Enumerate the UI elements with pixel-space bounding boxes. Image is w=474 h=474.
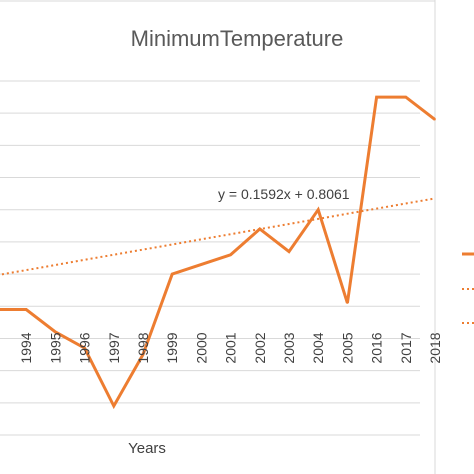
- data-point: [259, 228, 261, 230]
- x-tick-label: 2017: [398, 332, 414, 363]
- chart-title: MinimumTemperature: [130, 26, 344, 51]
- data-point: [200, 263, 203, 266]
- x-tick-labels: 1994 1995 1996 1997 1998 1999 2000 2001 2002 2003…: [18, 332, 443, 363]
- data-point: [405, 96, 407, 98]
- trendline-path: [0, 197, 436, 276]
- data-point: [434, 118, 436, 121]
- x-tick-label: 2001: [223, 332, 239, 363]
- x-tick-label: 2003: [281, 332, 297, 363]
- x-tick-label: 1997: [106, 332, 122, 363]
- x-tick-label: 2016: [369, 332, 385, 363]
- gridlines: [0, 80, 420, 436]
- series-line-group: [0, 95, 436, 410]
- series-line: [0, 95, 436, 410]
- x-tick-label: 2004: [310, 332, 326, 363]
- data-point: [171, 273, 173, 275]
- x-tick-label: 1999: [164, 332, 180, 363]
- data-point: [83, 347, 86, 349]
- x-tick-label: 1998: [135, 332, 151, 363]
- data-point: [142, 353, 144, 356]
- data-point: [113, 405, 115, 407]
- legend: [462, 252, 474, 324]
- data-point: [25, 308, 28, 311]
- data-point: [346, 302, 349, 304]
- x-axis-title: Years: [128, 440, 166, 457]
- data-point: [317, 208, 320, 211]
- trendline: [0, 197, 436, 276]
- x-tick-label: 2018: [427, 332, 443, 363]
- x-tick-label: 2000: [193, 332, 209, 363]
- x-tick-label: 2005: [339, 332, 355, 363]
- data-point: [375, 96, 378, 98]
- x-tick-label: 1995: [47, 332, 63, 363]
- data-point: [229, 253, 232, 256]
- x-tick-label: 1996: [77, 332, 93, 363]
- x-tick-label: 2002: [252, 332, 268, 363]
- trendline-equation: y = 0.1592x + 0.8061: [218, 186, 350, 202]
- data-point: [54, 331, 57, 333]
- x-tick-label: 1994: [18, 332, 34, 363]
- data-point: [288, 250, 290, 253]
